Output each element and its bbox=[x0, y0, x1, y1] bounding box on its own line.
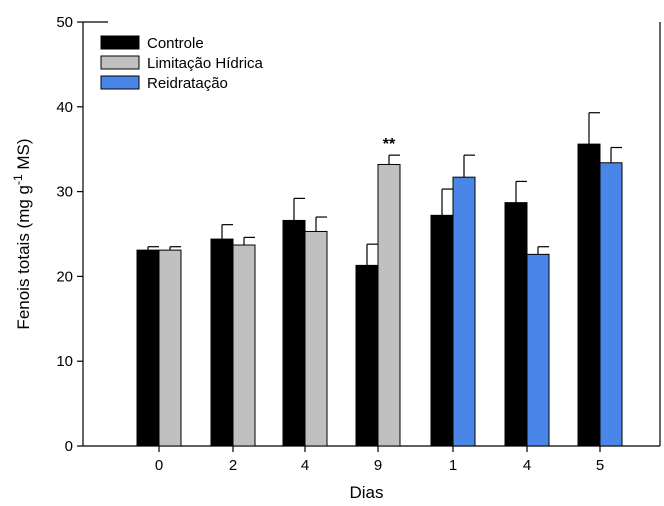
y-axis-title: Fenois totais (mg g-1 MS) bbox=[11, 138, 33, 329]
legend-swatch bbox=[100, 55, 140, 70]
y-tick-label: 10 bbox=[56, 353, 73, 370]
bar-controle-5 bbox=[504, 202, 528, 447]
y-tick-label: 0 bbox=[65, 438, 73, 455]
bar-controle-2 bbox=[282, 219, 306, 447]
bar-limita-o-h-drica-3 bbox=[377, 163, 401, 447]
bar-reidrata-o-4 bbox=[452, 176, 476, 447]
bar-controle-3 bbox=[355, 264, 379, 447]
y-tick-label: 20 bbox=[56, 268, 73, 285]
x-tick-label: 4 bbox=[301, 457, 309, 474]
bar-reidrata-o-5 bbox=[526, 253, 550, 447]
x-tick-label: 2 bbox=[229, 457, 237, 474]
bar-controle-4 bbox=[430, 214, 454, 447]
x-tick-label: 1 bbox=[449, 457, 457, 474]
bar-controle-1 bbox=[210, 238, 234, 447]
y-tick-label: 40 bbox=[56, 99, 73, 116]
significance-annotation: ** bbox=[383, 136, 396, 153]
bar-limita-o-h-drica-2 bbox=[304, 230, 328, 447]
bar-limita-o-h-drica-1 bbox=[232, 244, 256, 447]
x-tick-label: 9 bbox=[374, 457, 382, 474]
bar-controle-6 bbox=[577, 143, 601, 447]
legend-swatch bbox=[100, 75, 140, 90]
bar-controle-0 bbox=[136, 249, 160, 447]
x-tick-label: 0 bbox=[155, 457, 163, 474]
x-tick-label: 4 bbox=[523, 457, 531, 474]
legend-swatch bbox=[100, 35, 140, 50]
bar-reidrata-o-6 bbox=[599, 162, 623, 447]
legend-label: Controle bbox=[147, 35, 204, 52]
legend-label: Reidratação bbox=[147, 75, 228, 92]
x-tick-label: 5 bbox=[596, 457, 604, 474]
legend-label: Limitação Hídrica bbox=[147, 55, 264, 72]
x-axis-title: Dias bbox=[349, 483, 383, 502]
y-tick-label: 30 bbox=[56, 184, 73, 201]
bar-limita-o-h-drica-0 bbox=[158, 249, 182, 447]
y-tick-label: 50 bbox=[56, 14, 73, 31]
